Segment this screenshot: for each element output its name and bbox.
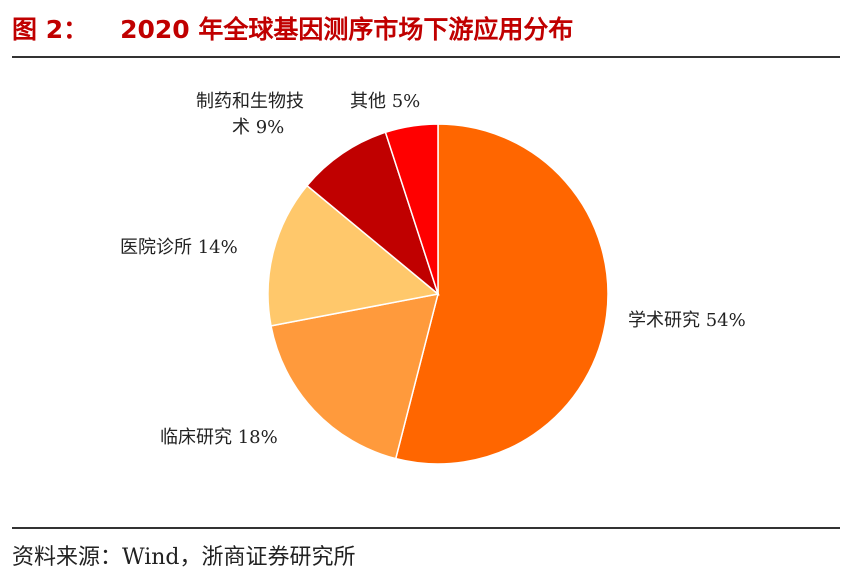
pie-slice-clinical-research xyxy=(270,293,440,460)
slice-label-pharma-biotech: 制药和生物技术 9% xyxy=(196,91,304,138)
top-rule xyxy=(12,56,840,58)
pie-slice-hospital-clinic xyxy=(267,184,440,327)
figure-label: 图 2： xyxy=(12,15,89,44)
pie-slice-academic-research xyxy=(394,123,609,465)
source-note: 资料来源：Wind，浙商证券研究所 xyxy=(12,545,356,570)
pie-slices xyxy=(267,123,609,465)
slice-label-other: 其他 5% xyxy=(350,91,420,112)
pie-slice-other xyxy=(384,123,439,295)
bottom-rule xyxy=(12,527,840,529)
figure-title: 图 2： 2020 年全球基因测序市场下游应用分布 xyxy=(12,10,573,46)
pie-slice-pharma-biotech xyxy=(305,131,440,297)
slice-label-clinical-research: 临床研究 18% xyxy=(160,427,278,448)
chart-title: 2020 年全球基因测序市场下游应用分布 xyxy=(120,15,574,44)
slice-label-academic-research: 学术研究 54% xyxy=(628,310,746,331)
slice-label-hospital-clinic: 医院诊所 14% xyxy=(120,237,238,258)
